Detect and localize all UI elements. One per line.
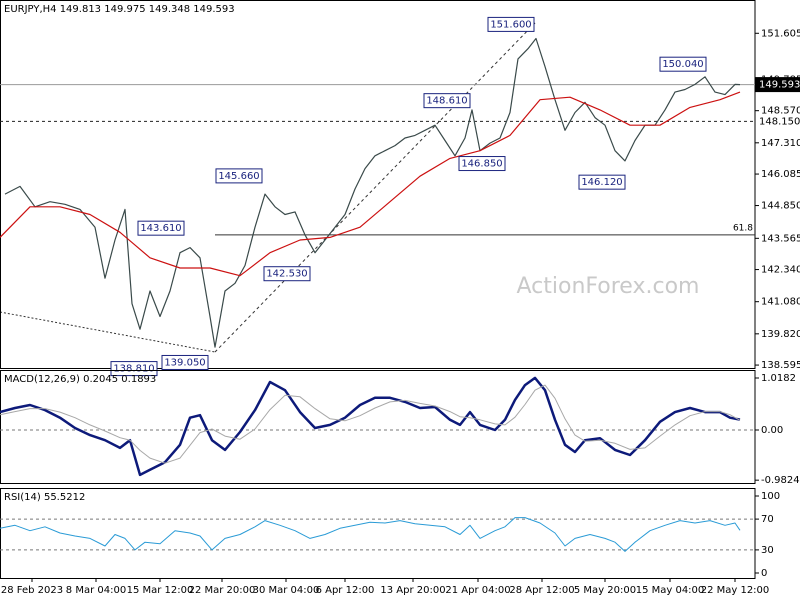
trend-line [0, 311, 216, 353]
x-tick-label: 21 Apr 04:00 [445, 585, 510, 596]
y-tick-label: 0 [761, 568, 767, 579]
y-tick-label: 0.00 [761, 425, 783, 436]
annotation: 143.610 [137, 220, 185, 236]
trend-line [214, 21, 537, 353]
annotation-box [161, 354, 209, 370]
annotation: 150.040 [659, 56, 707, 72]
annotation: 146.850 [458, 156, 506, 172]
price-level-label: 148.150 [759, 116, 800, 127]
y-tick-label: 146.085 [761, 169, 800, 180]
y-tick-label: 141.080 [761, 297, 800, 308]
annotation-box [110, 361, 158, 377]
series-line [4, 37, 741, 348]
y-tick-label: 100 [761, 491, 780, 502]
retracement-label: 61.8 [733, 223, 753, 233]
annotation-label: 146.850 [461, 159, 502, 170]
annotation: 148.610 [423, 93, 471, 109]
annotation-label: 151.600 [490, 19, 531, 30]
annotation-label: 139.050 [164, 357, 205, 368]
x-tick-label: 13 Apr 20:00 [380, 585, 445, 596]
y-tick-label: 138.595 [761, 360, 800, 371]
x-tick-label: 28 Apr 12:00 [509, 585, 574, 596]
panel-title: MACD(12,26,9) 0.2045 0.1893 [4, 374, 156, 385]
y-tick-label: 144.850 [761, 201, 800, 212]
annotation-label: 145.660 [218, 171, 259, 182]
series-line [0, 384, 741, 464]
annotation-box [137, 220, 185, 236]
series-line [0, 376, 741, 477]
annotation-label: 146.120 [581, 177, 622, 188]
y-tick-label: 148.570 [761, 106, 800, 117]
y-tick-label: 139.820 [761, 329, 800, 340]
annotation-box [578, 174, 626, 190]
annotation: 142.530 [263, 266, 311, 282]
series-line [0, 517, 741, 552]
annotation: 145.660 [215, 168, 263, 184]
x-tick-label: 15 Mar 12:00 [127, 585, 194, 596]
watermark: ActionForex.com [517, 274, 700, 299]
annotation: 151.600 [487, 16, 535, 32]
annotation: 146.120 [578, 174, 626, 190]
annotation-label: 142.530 [266, 269, 307, 280]
series-line [0, 91, 741, 277]
y-tick-label: 30 [761, 545, 774, 556]
y-tick-label: 151.605 [761, 28, 800, 39]
annotation-box [263, 266, 311, 282]
panel-title: RSI(14) 55.5212 [4, 492, 85, 503]
y-tick-label: -0.9824 [761, 475, 800, 486]
x-tick-label: 8 Mar 04:00 [66, 585, 126, 596]
annotation-box [487, 16, 535, 32]
x-tick-label: 6 Apr 12:00 [316, 585, 375, 596]
panel-frame [0, 370, 756, 484]
x-tick-label: 28 Feb 2023 [1, 585, 63, 596]
y-tick-label: 70 [761, 514, 774, 525]
annotation-label: 150.040 [662, 59, 703, 70]
annotation-label: 138.810 [113, 364, 154, 375]
annotation-box [458, 156, 506, 172]
y-tick-label: 147.310 [761, 138, 800, 149]
x-tick-label: 5 May 20:00 [574, 585, 636, 596]
annotation: 139.050 [161, 354, 209, 370]
annotation-box [659, 56, 707, 72]
annotation: 138.810 [110, 361, 158, 377]
annotation-box [215, 168, 263, 184]
x-tick-label: 30 Mar 04:00 [253, 585, 320, 596]
y-tick-label: 142.340 [761, 265, 800, 276]
price-level-box [756, 114, 800, 129]
annotation-label: 143.610 [140, 223, 181, 234]
panel-title: EURJPY,H4 149.813 149.975 149.348 149.59… [4, 4, 235, 15]
panel-frame [0, 488, 756, 579]
price-level-label: 149.593 [759, 80, 800, 91]
annotation-box [423, 93, 471, 109]
y-tick-label: 1.0182 [761, 373, 796, 384]
price-level-box [755, 77, 800, 93]
annotation-label: 148.610 [426, 96, 467, 107]
x-tick-label: 22 May 12:00 [701, 585, 770, 596]
y-tick-label: 143.565 [761, 233, 800, 244]
panel-frame [0, 0, 756, 369]
x-tick-label: 15 May 04:00 [636, 585, 705, 596]
x-tick-label: 22 Mar 20:00 [189, 585, 256, 596]
